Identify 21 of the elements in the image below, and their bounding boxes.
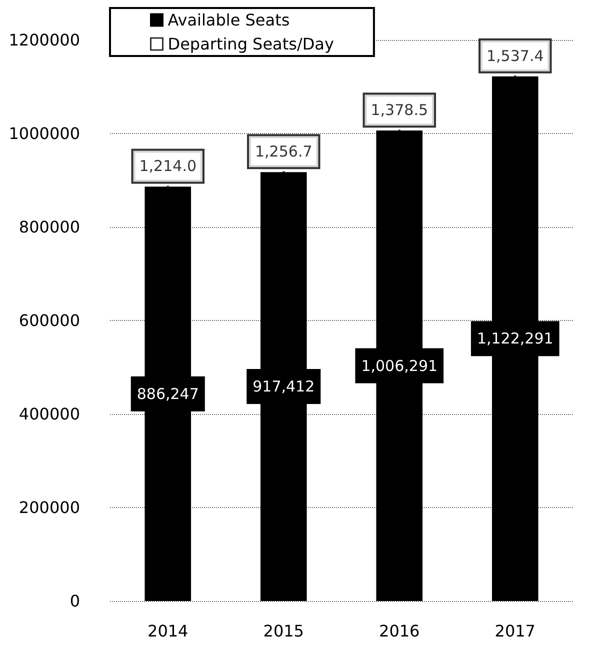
y-tick-label: 0 (70, 592, 80, 610)
data-label: 1,256.7 (254, 142, 312, 161)
x-tick-label: 2014 (148, 622, 188, 640)
data-label: 917,412 (252, 378, 315, 396)
y-tick-label: 600000 (18, 311, 80, 330)
y-tick-label: 400000 (18, 404, 80, 424)
data-label: 1,214.0 (139, 157, 197, 176)
y-tick-label: 1200000 (8, 30, 80, 50)
data-label: 886,247 (136, 384, 199, 403)
y-tick-label: 200000 (18, 498, 80, 517)
data-label: 1,122,291 (476, 330, 554, 348)
y-tick-label: 1000000 (8, 124, 80, 143)
x-tick-label: 2015 (263, 622, 304, 640)
x-tick-label: 2017 (494, 622, 536, 640)
x-tick-label: 2016 (379, 622, 420, 640)
legend-label: Departing Seats/Day (168, 34, 334, 54)
legend-label: Available Seats (168, 10, 290, 30)
data-label: 1,378.5 (370, 101, 428, 120)
y-tick-label: 800000 (18, 218, 80, 236)
data-label: 1,537.4 (486, 46, 544, 65)
data-label: 1,006,291 (361, 356, 438, 375)
